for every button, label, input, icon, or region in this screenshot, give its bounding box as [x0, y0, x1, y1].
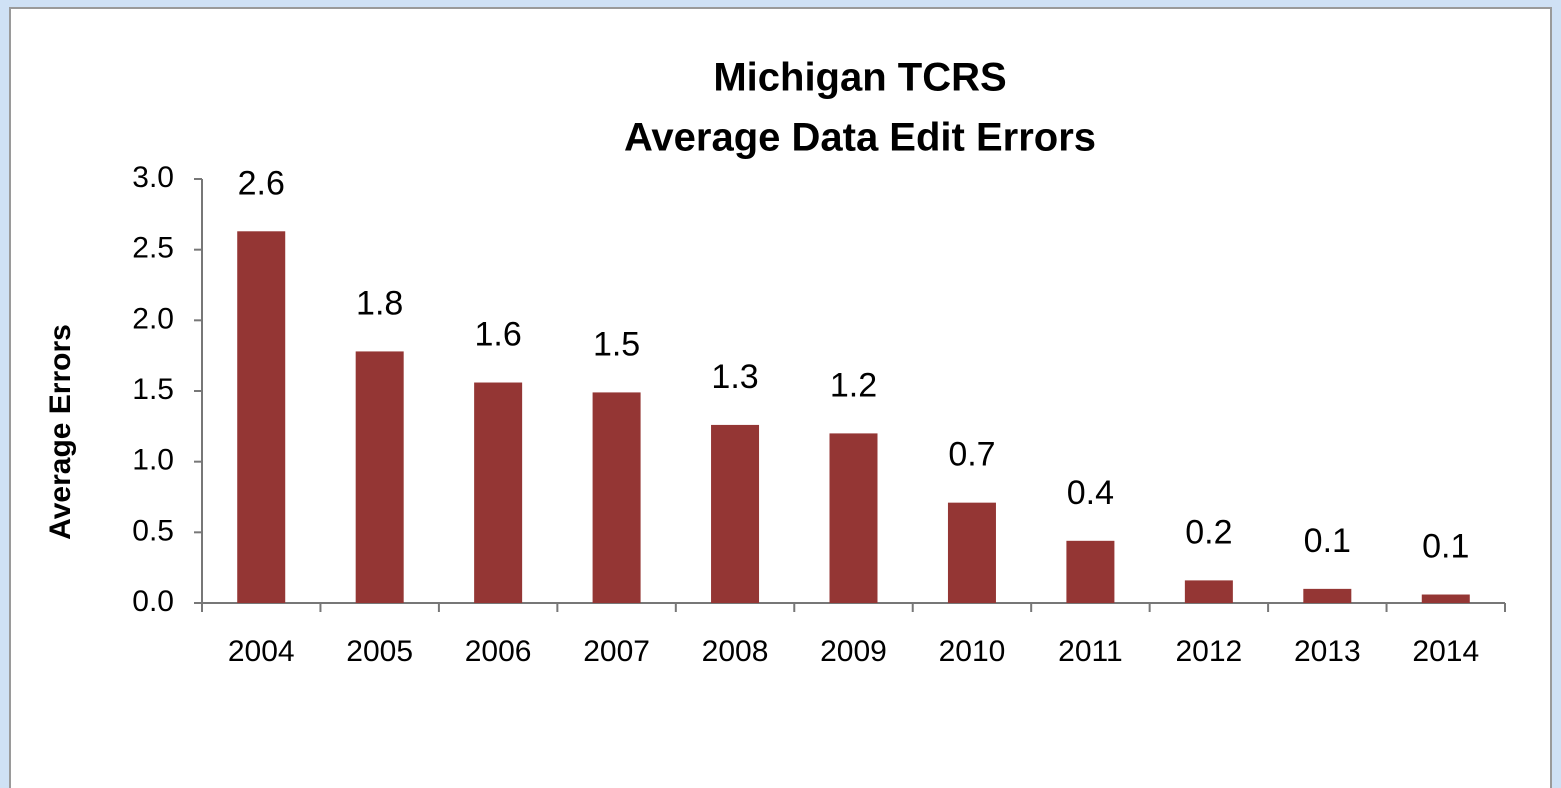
- x-tick-label: 2006: [465, 635, 532, 668]
- chart-title: Average Data Edit Errors: [624, 116, 1096, 160]
- y-tick-label: 0.5: [132, 514, 174, 547]
- chart-title: Michigan TCRS: [713, 56, 1006, 100]
- x-tick-label: 2005: [346, 635, 413, 668]
- bar: [1184, 580, 1233, 603]
- bar: [592, 392, 641, 603]
- value-label: 1.3: [711, 358, 758, 396]
- bar: [829, 433, 878, 603]
- bar: [711, 424, 760, 603]
- bar: [355, 351, 404, 603]
- x-tick-label: 2008: [702, 635, 769, 668]
- bar: [237, 231, 286, 603]
- value-label: 0.2: [1185, 513, 1232, 551]
- x-tick-label: 2007: [583, 635, 650, 668]
- bar: [1421, 594, 1470, 603]
- value-label: 1.2: [830, 366, 877, 404]
- y-tick-label: 3.0: [132, 161, 174, 194]
- bar: [947, 502, 996, 603]
- y-tick-label: 0.0: [132, 585, 174, 618]
- bar: [1066, 540, 1115, 603]
- value-label: 1.6: [475, 316, 522, 354]
- y-tick-label: 1.5: [132, 373, 174, 406]
- value-label: 0.1: [1422, 528, 1469, 566]
- x-tick-label: 2010: [939, 635, 1006, 668]
- x-tick-label: 2009: [820, 635, 887, 668]
- y-axis-label: Average Errors: [44, 324, 77, 540]
- value-label: 1.8: [356, 284, 403, 322]
- x-tick-label: 2013: [1294, 635, 1361, 668]
- value-label: 0.1: [1304, 522, 1351, 560]
- value-label: 1.5: [593, 325, 640, 363]
- x-tick-label: 2014: [1412, 635, 1479, 668]
- value-label: 0.4: [1067, 474, 1114, 512]
- bar: [1303, 588, 1352, 603]
- value-label: 2.6: [238, 164, 285, 202]
- x-tick-label: 2004: [228, 635, 295, 668]
- y-tick-label: 1.0: [132, 444, 174, 477]
- x-tick-label: 2011: [1058, 635, 1123, 668]
- y-tick-label: 2.0: [132, 302, 174, 335]
- x-tick-label: 2012: [1175, 635, 1242, 668]
- bar: [474, 382, 523, 603]
- y-tick-label: 2.5: [132, 232, 174, 265]
- value-label: 0.7: [948, 436, 995, 474]
